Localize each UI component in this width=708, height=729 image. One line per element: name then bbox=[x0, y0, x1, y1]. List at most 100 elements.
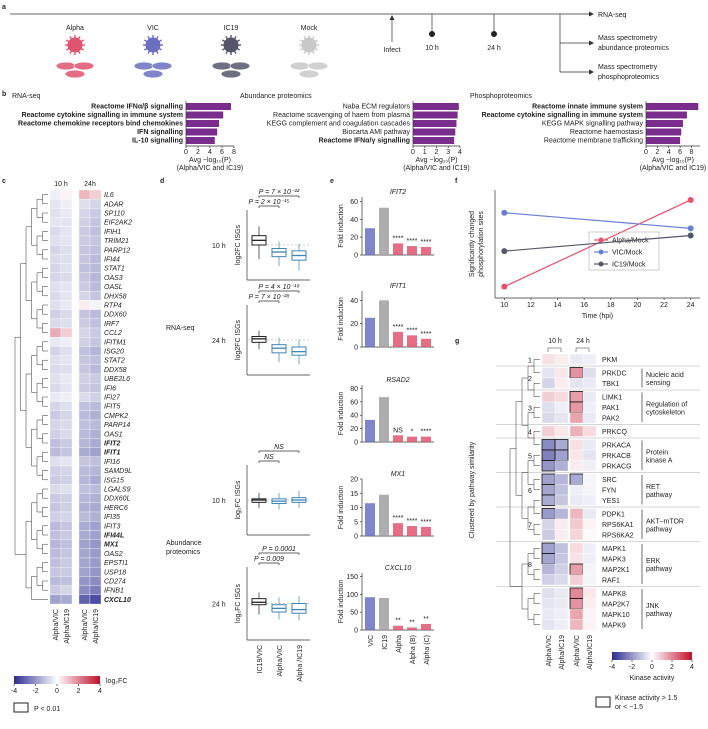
pathway-label: pathway bbox=[646, 566, 673, 573]
heatmap-cell bbox=[49, 217, 62, 227]
heatmap-cell bbox=[89, 447, 102, 457]
colorbar-tick-label: 4 bbox=[98, 688, 102, 695]
heatmap-cell bbox=[569, 377, 584, 389]
heatmap-cell bbox=[60, 594, 73, 605]
x-tick-label: 6 bbox=[220, 149, 224, 156]
virus-spike bbox=[311, 35, 315, 40]
heatmap-cell bbox=[89, 493, 102, 503]
bar bbox=[365, 503, 375, 536]
heatmap-cell bbox=[49, 245, 62, 255]
heatmap-cell bbox=[89, 392, 102, 402]
heatmap-cell bbox=[78, 272, 91, 283]
timepoint-label: 24 h bbox=[487, 45, 501, 52]
heatmap-cell bbox=[78, 383, 91, 393]
heatmap-cell bbox=[89, 245, 102, 255]
significance: **** bbox=[407, 327, 418, 334]
point bbox=[687, 196, 694, 203]
heatmap-cell bbox=[60, 318, 73, 329]
virus-spike bbox=[225, 50, 229, 55]
row-label: STAT1 bbox=[104, 266, 125, 273]
kinase-label: PRKACB bbox=[602, 453, 631, 460]
heatmap-cell bbox=[49, 337, 62, 347]
heatmap-cell bbox=[60, 447, 73, 457]
row-label: IFI35 bbox=[104, 514, 120, 521]
y-axis-label: log₂FC ISGs bbox=[235, 584, 242, 623]
heatmap-cell bbox=[89, 456, 102, 467]
p-value: P = 7 × 10⁻²⁸ bbox=[248, 294, 289, 301]
column-label: Alpha/VIC bbox=[574, 635, 581, 667]
heatmap-cell bbox=[89, 511, 102, 522]
virus-spike bbox=[143, 39, 148, 43]
category-label: KEGG MAPK signalling pathway bbox=[542, 121, 644, 128]
significance: **** bbox=[393, 235, 404, 242]
category-label: Reactome cytokine signalling in immune s… bbox=[482, 112, 643, 119]
heatmap-cell bbox=[60, 226, 73, 237]
colorbar-tick-label: -2 bbox=[629, 664, 635, 671]
virus-spike bbox=[77, 35, 81, 40]
heatmap-cell bbox=[582, 553, 597, 565]
pathway-label: sensing bbox=[646, 380, 670, 387]
heatmap-cell bbox=[78, 245, 91, 255]
pathway-label: pathway bbox=[646, 492, 673, 499]
bar bbox=[413, 103, 459, 110]
heatmap-cell bbox=[569, 553, 584, 565]
virus-spike bbox=[303, 35, 307, 40]
category-label: Reactome IFNα/γ signalling bbox=[319, 138, 410, 145]
culture-plate bbox=[220, 69, 242, 79]
column-label: Alpha/VIC bbox=[546, 635, 553, 667]
pathway-label: kinase A bbox=[646, 457, 673, 464]
y-tick-label: 20 bbox=[350, 235, 358, 242]
bar bbox=[186, 128, 218, 136]
heatmap-cell bbox=[60, 429, 73, 439]
heatmap-cell bbox=[541, 391, 556, 403]
bar bbox=[646, 120, 683, 127]
heatmap-cell bbox=[49, 235, 62, 246]
y-tick-label: 0 bbox=[354, 534, 358, 541]
heatmap-cell bbox=[49, 521, 62, 531]
heatmap-cell bbox=[554, 553, 569, 565]
kinase-label: MAPK10 bbox=[602, 612, 630, 619]
column-group-label: 10 h bbox=[548, 338, 562, 345]
kinase-label: PRKACA bbox=[602, 442, 631, 449]
heatmap-cell bbox=[60, 456, 73, 467]
heatmap-cell bbox=[541, 401, 556, 413]
heatmap-cell bbox=[60, 254, 73, 264]
heatmap-cell bbox=[49, 465, 62, 476]
virus-spike bbox=[233, 35, 237, 40]
virus-label: VIC bbox=[147, 25, 159, 32]
heatmap-cell bbox=[78, 502, 91, 513]
heatmap-cell bbox=[89, 419, 102, 430]
virus bbox=[301, 37, 317, 53]
heatmap-cell bbox=[60, 576, 73, 586]
heatmap-cell bbox=[78, 401, 91, 411]
bar bbox=[646, 137, 681, 144]
cluster-number: 4 bbox=[528, 429, 532, 436]
cluster-number: 1 bbox=[528, 357, 532, 364]
activity-key-label: Kinase activity > 1.5 bbox=[615, 695, 678, 702]
virus-spike bbox=[155, 50, 159, 55]
heatmap-cell bbox=[49, 456, 62, 467]
heatmap-cell bbox=[78, 447, 91, 457]
heatmap-cell bbox=[89, 272, 102, 283]
output-label: phosphoproteomics bbox=[598, 74, 660, 81]
virus-spike bbox=[158, 39, 163, 43]
kinase-label: PRKDC bbox=[602, 370, 627, 377]
row-label: OAS1 bbox=[104, 431, 123, 438]
y-axis-label: phosphorylation sites bbox=[478, 211, 485, 277]
y-axis-label: Fold induction bbox=[338, 580, 345, 624]
kinase-label: RPS6KA2 bbox=[602, 532, 634, 539]
culture-plate bbox=[55, 61, 77, 71]
output-label: Mass spectrometry bbox=[598, 64, 658, 71]
chart-title: RSAD2 bbox=[386, 377, 409, 384]
pathway-label: pathway bbox=[646, 611, 673, 618]
p-value: NS bbox=[264, 454, 274, 461]
legend-marker bbox=[598, 237, 604, 243]
legend-label: IC19/Mock bbox=[612, 262, 646, 269]
panel-letter: c bbox=[2, 178, 6, 185]
heatmap-cell bbox=[582, 484, 597, 496]
heatmap-cell bbox=[554, 598, 569, 610]
heatmap-cell bbox=[49, 318, 62, 329]
heatmap-cell bbox=[78, 281, 91, 292]
heatmap-cell bbox=[554, 494, 569, 506]
